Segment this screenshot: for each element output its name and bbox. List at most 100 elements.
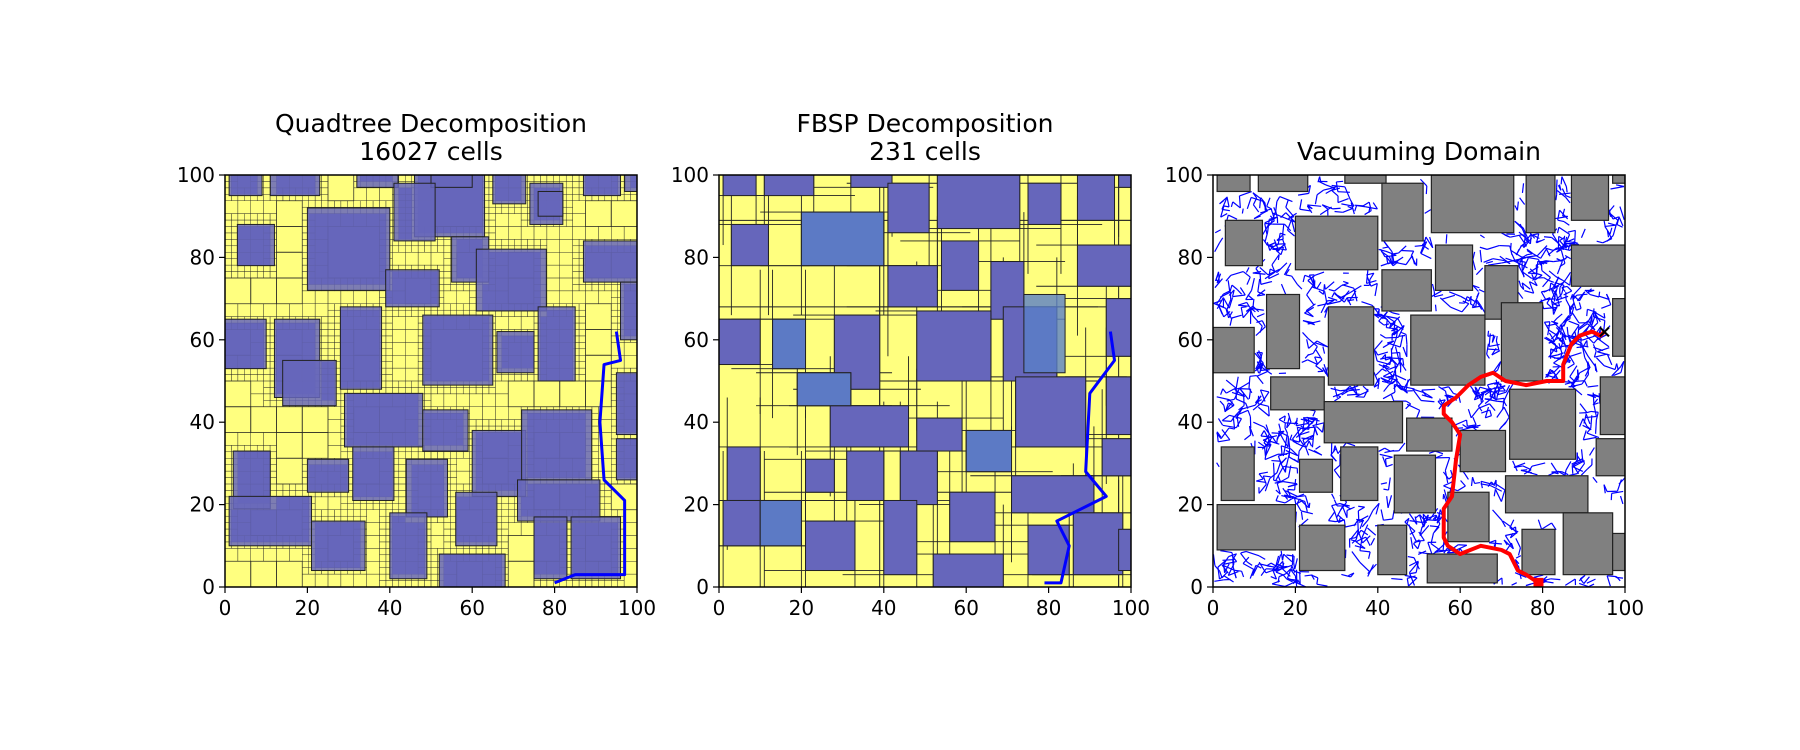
tree-edge bbox=[1585, 416, 1592, 419]
tree-edge bbox=[1378, 248, 1386, 252]
tree-edge bbox=[1443, 482, 1450, 487]
tree-edge bbox=[1307, 204, 1322, 207]
tree-edge bbox=[1242, 271, 1251, 278]
tree-edge bbox=[1561, 287, 1566, 293]
y-tick-label: 0 bbox=[202, 575, 215, 599]
vacuuming-obstacle bbox=[1612, 532, 1625, 572]
tree-edge bbox=[1534, 274, 1543, 281]
tree-edge bbox=[1270, 562, 1277, 567]
tree-edge bbox=[1608, 209, 1612, 217]
tree-edge bbox=[1308, 185, 1312, 194]
tree-edge bbox=[1275, 495, 1279, 501]
tree-edge bbox=[1604, 224, 1616, 228]
tree-edge bbox=[1285, 422, 1299, 425]
tree-edge bbox=[1312, 422, 1325, 427]
tree-edge bbox=[1550, 300, 1558, 307]
tree-edge bbox=[1557, 219, 1565, 223]
y-tick-label: 100 bbox=[671, 163, 709, 187]
tree-edge bbox=[1553, 369, 1561, 379]
tree-edge bbox=[1493, 489, 1497, 497]
tree-edge bbox=[1228, 214, 1238, 220]
fbsp-obstacle bbox=[940, 240, 980, 291]
vacuuming-obstacle bbox=[1521, 528, 1556, 576]
tree-edge bbox=[1424, 209, 1432, 214]
tree-edge bbox=[1583, 436, 1597, 441]
quadtree-obstacle bbox=[496, 331, 535, 374]
tree-edge bbox=[1578, 323, 1588, 331]
tree-edge bbox=[1545, 248, 1551, 257]
tree-edge bbox=[1275, 568, 1283, 573]
tree-edge bbox=[1263, 475, 1271, 478]
tree-edge bbox=[1254, 352, 1264, 364]
tree-edge bbox=[1584, 357, 1591, 369]
tree-edge bbox=[1504, 234, 1511, 238]
vacuuming-obstacle bbox=[1294, 215, 1379, 271]
tree-edge bbox=[1462, 424, 1468, 429]
tree-edge bbox=[1275, 249, 1282, 256]
tree-edge bbox=[1278, 431, 1285, 441]
tree-edge bbox=[1593, 311, 1601, 323]
tree-edge bbox=[1572, 466, 1584, 472]
y-tick-label: 20 bbox=[684, 493, 709, 517]
tree-edge bbox=[1484, 398, 1491, 405]
tree-edge bbox=[1282, 487, 1290, 497]
tree-edge bbox=[1444, 457, 1451, 471]
vacuuming-obstacle bbox=[1323, 401, 1404, 444]
tree-edge bbox=[1222, 558, 1235, 561]
tree-edge bbox=[1306, 205, 1313, 214]
tree-edge bbox=[1476, 292, 1480, 298]
tree-edge bbox=[1359, 561, 1371, 573]
tree-edge bbox=[1398, 358, 1402, 367]
tree-edge bbox=[1556, 242, 1567, 253]
tree-edge bbox=[1566, 326, 1569, 336]
tree-edge bbox=[1383, 241, 1389, 248]
tree-edge bbox=[1615, 184, 1625, 188]
tree-edge bbox=[1545, 247, 1554, 251]
tree-edge bbox=[1296, 284, 1303, 290]
tree-edge bbox=[1355, 536, 1367, 543]
tree-edge bbox=[1278, 418, 1286, 424]
tree-edge bbox=[1391, 351, 1400, 354]
tree-edge bbox=[1367, 564, 1375, 577]
tree-edge bbox=[1228, 289, 1235, 296]
tree-edge bbox=[1461, 303, 1470, 313]
tree-edge bbox=[1555, 293, 1561, 307]
tree-edge bbox=[1246, 276, 1251, 285]
tree-edge bbox=[1276, 196, 1281, 202]
tree-edge bbox=[1593, 338, 1599, 344]
tree-edge bbox=[1507, 383, 1514, 393]
tree-edge bbox=[1346, 393, 1360, 396]
tree-edge bbox=[1268, 268, 1271, 279]
tree-edge bbox=[1285, 490, 1299, 498]
tree-edge bbox=[1524, 238, 1531, 245]
quadtree-obstacle bbox=[405, 458, 448, 518]
tree-edge bbox=[1291, 493, 1305, 500]
tree-edge bbox=[1337, 191, 1350, 193]
x-tick-label: 20 bbox=[1283, 596, 1308, 620]
tree-edge bbox=[1315, 349, 1323, 360]
quadtree-obstacle bbox=[615, 438, 637, 481]
tree-edge bbox=[1581, 346, 1586, 358]
quadtree-obstacle bbox=[228, 175, 263, 197]
tree-edge bbox=[1442, 471, 1450, 480]
tree-edge bbox=[1325, 184, 1336, 189]
tree-edge bbox=[1419, 178, 1428, 187]
tree-edge bbox=[1240, 550, 1247, 554]
tree-edge bbox=[1529, 472, 1538, 476]
tree-edge bbox=[1391, 330, 1398, 335]
tree-edge bbox=[1417, 540, 1421, 550]
tree-edge bbox=[1492, 258, 1505, 262]
tree-edge bbox=[1241, 404, 1256, 410]
tree-edge bbox=[1510, 249, 1522, 258]
vacuuming-obstacle bbox=[1216, 175, 1251, 193]
tree-edge bbox=[1338, 519, 1345, 524]
tree-edge bbox=[1497, 361, 1502, 371]
tree-edge bbox=[1246, 308, 1253, 312]
tree-edge bbox=[1591, 311, 1597, 325]
quadtree-plot-area bbox=[224, 174, 638, 588]
tree-edge bbox=[1284, 580, 1297, 587]
tree-edge bbox=[1437, 399, 1446, 402]
tree-edge bbox=[1582, 424, 1592, 431]
tree-edge bbox=[1556, 336, 1563, 342]
tree-edge bbox=[1511, 582, 1518, 586]
